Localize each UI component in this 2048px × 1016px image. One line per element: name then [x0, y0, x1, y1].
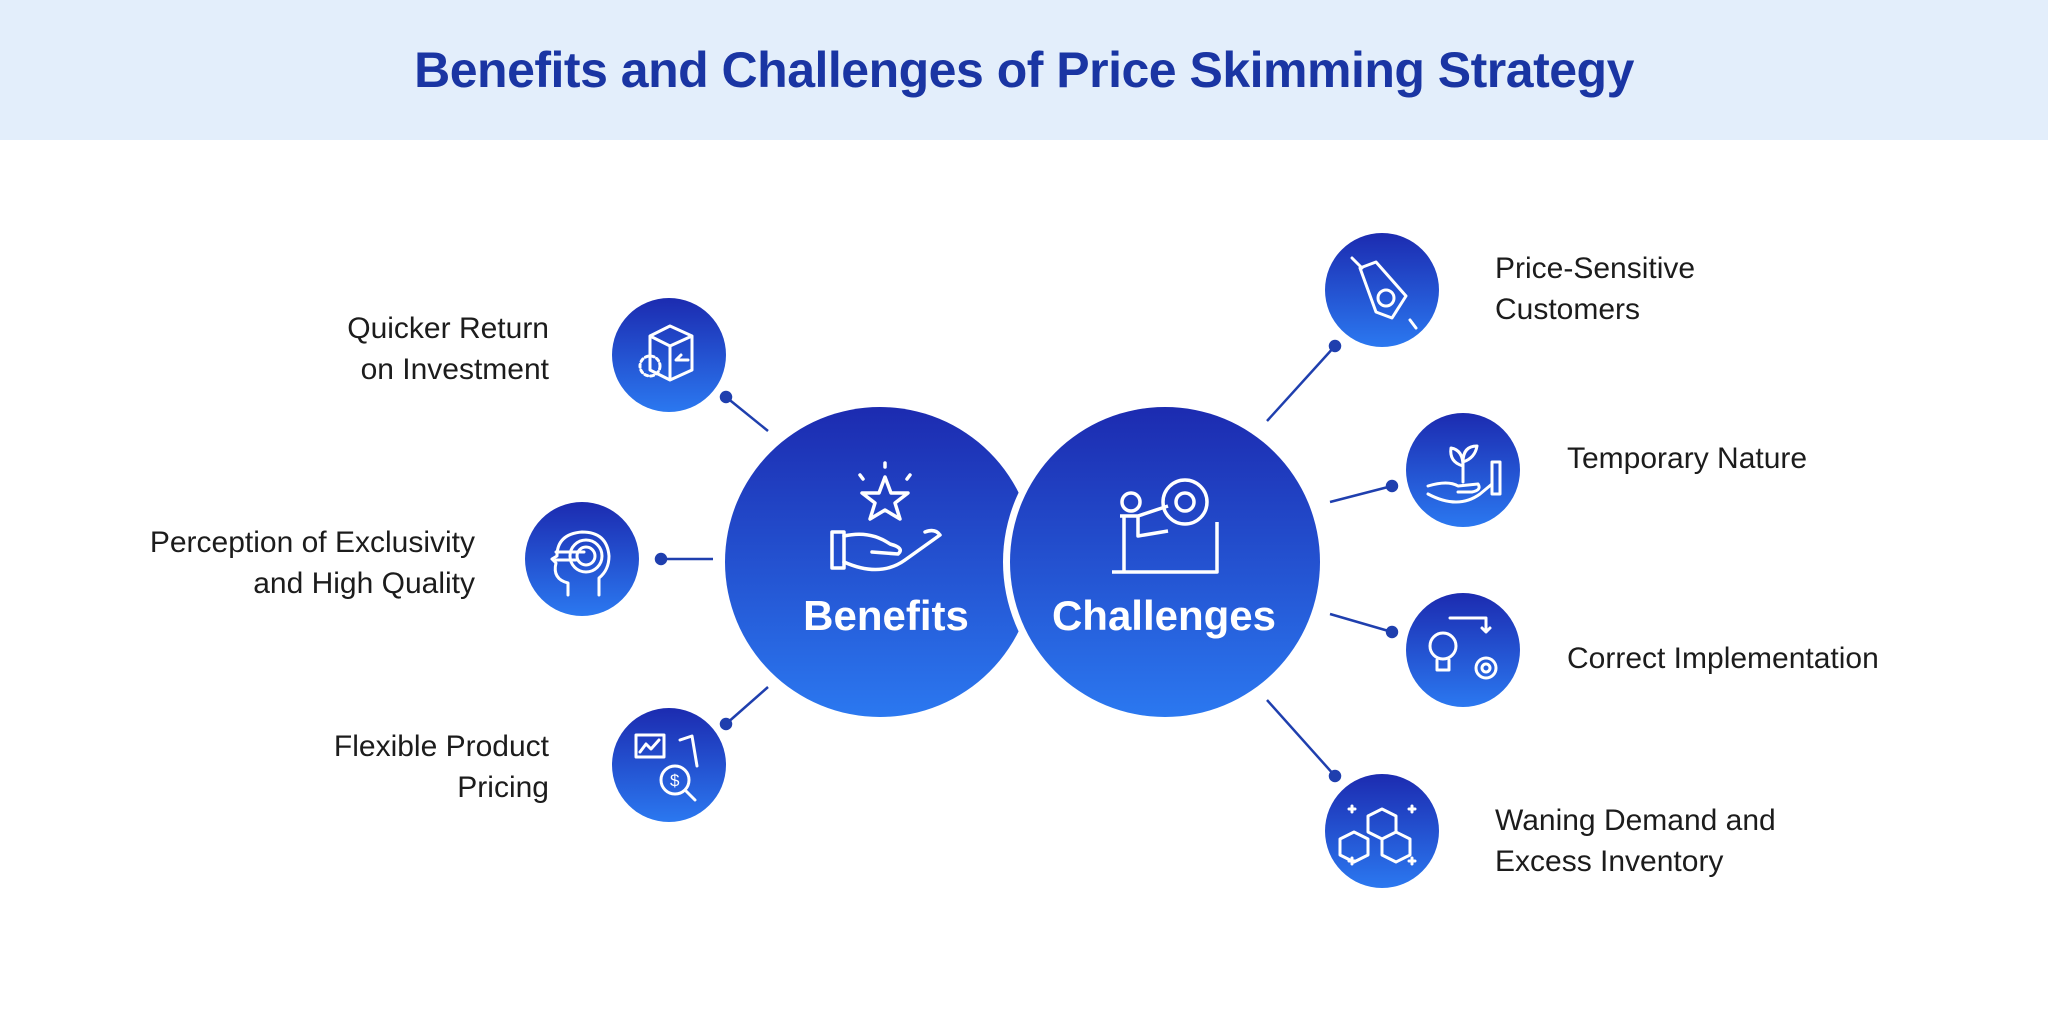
challenge-label-line2: Excess Inventory — [1495, 845, 1724, 878]
connector-waning-demand — [1266, 699, 1342, 783]
connector-flexible-pricing — [719, 686, 769, 731]
benefit-item-flexible-pricing: Flexible Product Pricing — [334, 726, 549, 808]
challenge-item-waning-demand: Waning Demand and Excess Inventory — [1495, 800, 1776, 882]
benefit-label-line1: Quicker Return — [347, 312, 549, 345]
connector-price-sensitive — [1266, 339, 1342, 422]
svg-text:$: $ — [670, 771, 680, 790]
head-target-icon-circle — [525, 502, 639, 616]
price-analysis-icon: $ — [634, 733, 699, 802]
price-tag-cut-icon — [1350, 256, 1418, 330]
page-title: Benefits and Challenges of Price Skimmin… — [414, 42, 1634, 98]
price-analysis-icon-circle — [612, 708, 726, 822]
connector-implementation — [1329, 612, 1399, 639]
bulb-gear-icon-circle — [1406, 593, 1520, 707]
plant-hand-icon — [1426, 444, 1502, 504]
benefit-label-line1: Flexible Product — [333, 730, 549, 763]
challenge-item-price-sensitive: Price-Sensitive Customers — [1495, 248, 1695, 330]
hand-star-icon — [830, 461, 942, 572]
benefit-label-line2: Pricing — [457, 771, 549, 804]
benefits-hub — [725, 407, 1035, 717]
challenge-icon-circles — [1325, 233, 1520, 888]
challenges-hub — [1010, 407, 1320, 717]
benefit-item-exclusivity: Perception of Exclusivity and High Quali… — [150, 522, 475, 604]
benefits-hub-label: Benefits — [803, 592, 969, 639]
challenge-label-line1: Temporary Nature — [1567, 442, 1808, 475]
challenge-item-temporary: Temporary Nature — [1567, 438, 1807, 479]
stacked-boxes-icon-circle — [1325, 774, 1439, 888]
connector-quicker-return — [719, 390, 769, 432]
header-band: Benefits and Challenges of Price Skimmin… — [0, 0, 2048, 140]
connector-temporary — [1329, 479, 1399, 504]
challenge-item-implementation: Correct Implementation — [1567, 638, 1879, 679]
benefit-label-line2: on Investment — [360, 353, 549, 386]
challenges-hub-label: Challenges — [1051, 592, 1277, 639]
benefit-label-line2: and High Quality — [253, 567, 475, 600]
challenge-label-line2: Customers — [1495, 293, 1641, 326]
box-return-icon — [638, 324, 694, 382]
stacked-boxes-icon — [1338, 804, 1417, 866]
connector-exclusivity — [654, 552, 713, 566]
benefit-label-line1: Perception of Exclusivity — [149, 526, 475, 559]
challenge-label-line1: Waning Demand and — [1495, 804, 1776, 837]
challenge-label-line1: Correct Implementation — [1567, 642, 1879, 675]
challenge-label-line1: Price-Sensitive — [1495, 252, 1696, 285]
head-target-icon — [550, 530, 611, 597]
benefit-item-quicker-return: Quicker Return on Investment — [347, 308, 549, 390]
person-gear-climb-icon — [1112, 478, 1219, 574]
bulb-gear-icon — [1428, 616, 1498, 680]
